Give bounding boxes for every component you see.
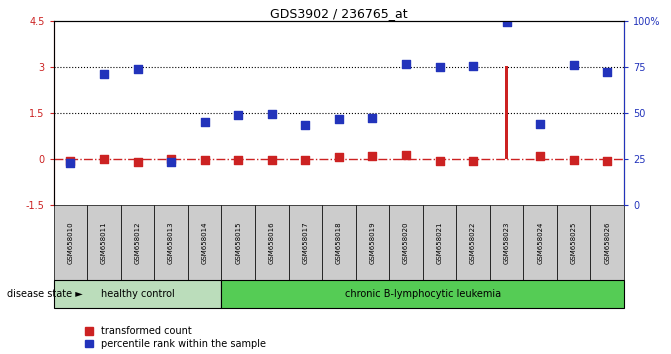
Bar	[221, 280, 624, 308]
Text: GSM658025: GSM658025	[571, 221, 576, 264]
Point	[132, 159, 143, 165]
Text: GSM658026: GSM658026	[605, 221, 610, 264]
Title: GDS3902 / 236765_at: GDS3902 / 236765_at	[270, 7, 408, 20]
Text: GSM658012: GSM658012	[135, 221, 140, 264]
Point	[602, 69, 613, 74]
Point	[367, 153, 378, 159]
Bar	[423, 205, 456, 280]
Bar	[557, 205, 590, 280]
Text: healthy control: healthy control	[101, 289, 174, 299]
Text: GSM658020: GSM658020	[403, 221, 409, 264]
Point	[333, 116, 344, 122]
Point	[333, 154, 344, 160]
Bar	[87, 205, 121, 280]
Text: GSM658016: GSM658016	[269, 221, 274, 264]
Text: GSM658021: GSM658021	[437, 221, 442, 264]
Bar	[523, 205, 557, 280]
Bar	[505, 66, 509, 159]
Point	[99, 71, 109, 77]
Text: GSM658023: GSM658023	[504, 221, 509, 264]
Text: GSM658011: GSM658011	[101, 221, 107, 264]
Text: GSM658022: GSM658022	[470, 221, 476, 264]
Point	[65, 159, 76, 164]
Point	[568, 158, 579, 163]
Bar	[121, 205, 154, 280]
Point	[501, 19, 512, 25]
Point	[602, 158, 613, 163]
Point	[166, 160, 176, 165]
Bar	[356, 205, 389, 280]
Point	[434, 64, 445, 69]
Point	[99, 156, 109, 161]
Text: GSM658024: GSM658024	[537, 221, 543, 264]
Bar	[322, 205, 356, 280]
Point	[166, 156, 176, 162]
Text: GSM658010: GSM658010	[68, 221, 73, 264]
Text: GSM658017: GSM658017	[303, 221, 308, 264]
Legend: transformed count, percentile rank within the sample: transformed count, percentile rank withi…	[85, 326, 266, 349]
Point	[65, 160, 76, 166]
Text: GSM658015: GSM658015	[236, 221, 241, 264]
Bar	[54, 205, 87, 280]
Text: GSM658019: GSM658019	[370, 221, 375, 264]
Point	[199, 158, 210, 163]
Text: chronic B-lymphocytic leukemia: chronic B-lymphocytic leukemia	[345, 289, 501, 299]
Bar	[456, 205, 490, 280]
Text: GSM658013: GSM658013	[168, 221, 174, 264]
Point	[266, 158, 277, 163]
Point	[434, 159, 445, 164]
Bar	[188, 205, 221, 280]
Point	[568, 62, 579, 68]
Bar	[221, 205, 255, 280]
Point	[233, 158, 244, 163]
Text: GSM658018: GSM658018	[336, 221, 342, 264]
Point	[300, 122, 311, 128]
Point	[401, 152, 411, 158]
Bar	[590, 205, 624, 280]
Point	[199, 119, 210, 125]
Text: GSM658014: GSM658014	[202, 221, 207, 264]
Bar	[389, 205, 423, 280]
Bar	[54, 280, 221, 308]
Text: disease state ►: disease state ►	[7, 289, 83, 299]
Point	[468, 158, 478, 164]
Bar	[490, 205, 523, 280]
Bar	[289, 205, 322, 280]
Point	[300, 158, 311, 163]
Bar	[255, 205, 289, 280]
Point	[233, 112, 244, 118]
Point	[468, 63, 478, 69]
Point	[401, 61, 411, 67]
Bar	[154, 205, 188, 280]
Point	[535, 121, 546, 126]
Point	[367, 115, 378, 120]
Point	[266, 111, 277, 117]
Point	[535, 153, 546, 159]
Point	[132, 66, 143, 72]
